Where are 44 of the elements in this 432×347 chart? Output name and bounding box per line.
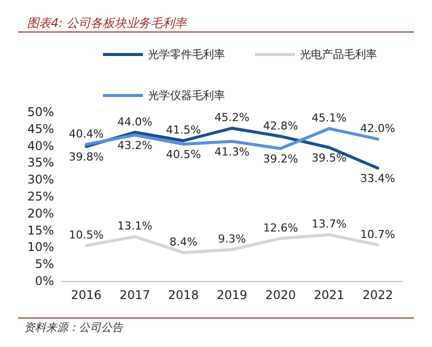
- chart-title: 图表4: 公司各板块业务毛利率: [27, 16, 188, 30]
- y-tick-label: 35%: [27, 156, 54, 170]
- x-tick-label: 2020: [265, 288, 296, 302]
- y-tick-label: 30%: [27, 172, 54, 187]
- data-label: 40.5%: [166, 148, 201, 162]
- y-tick-label: 5%: [34, 257, 54, 272]
- y-tick-label: 10%: [27, 240, 54, 254]
- data-label: 10.7%: [360, 228, 396, 241]
- data-label: 42.0%: [360, 122, 396, 136]
- y-tick-label: 15%: [27, 223, 54, 238]
- data-label: 13.7%: [312, 218, 347, 231]
- text: 资料来源：公司公告: [24, 321, 124, 334]
- y-tick-label: 25%: [27, 190, 54, 204]
- data-label: 44.0%: [117, 115, 152, 128]
- x-tick-label: 2019: [216, 288, 248, 302]
- data-label: 42.8%: [263, 119, 298, 132]
- y-tick-label: 45%: [27, 122, 54, 136]
- legend-label: 光学仪器毛利率: [148, 89, 225, 102]
- x-tick-label: 2018: [168, 288, 199, 302]
- y-tick-label: 50%: [27, 105, 54, 119]
- data-label: 10.5%: [68, 228, 104, 242]
- y-tick-label: 40%: [27, 138, 54, 153]
- data-label: 45.2%: [214, 111, 250, 124]
- y-tick-label: 20%: [27, 206, 54, 220]
- data-label: 8.4%: [169, 236, 198, 249]
- data-label: 43.2%: [117, 138, 152, 152]
- data-label: 12.6%: [263, 221, 298, 234]
- legend-label: 光学零件毛利率: [148, 48, 225, 61]
- y-tick-label: 0%: [34, 274, 54, 288]
- data-label: 40.4%: [68, 127, 104, 140]
- data-label: 39.5%: [312, 151, 347, 164]
- x-tick-label: 2017: [120, 288, 150, 302]
- data-label: 41.3%: [214, 145, 250, 158]
- x-tick-label: 2021: [314, 288, 344, 302]
- data-label: 39.8%: [68, 150, 104, 164]
- data-label: 33.4%: [360, 172, 396, 186]
- data-label: 45.1%: [312, 112, 347, 125]
- legend-label: 光电产品毛利率: [300, 48, 377, 61]
- data-label: 41.5%: [166, 124, 201, 137]
- data-label: 13.1%: [117, 220, 152, 233]
- data-label: 39.2%: [263, 152, 298, 166]
- x-tick-label: 2016: [71, 288, 102, 302]
- x-tick-label: 2022: [362, 288, 393, 302]
- data-label: 9.3%: [218, 232, 246, 246]
